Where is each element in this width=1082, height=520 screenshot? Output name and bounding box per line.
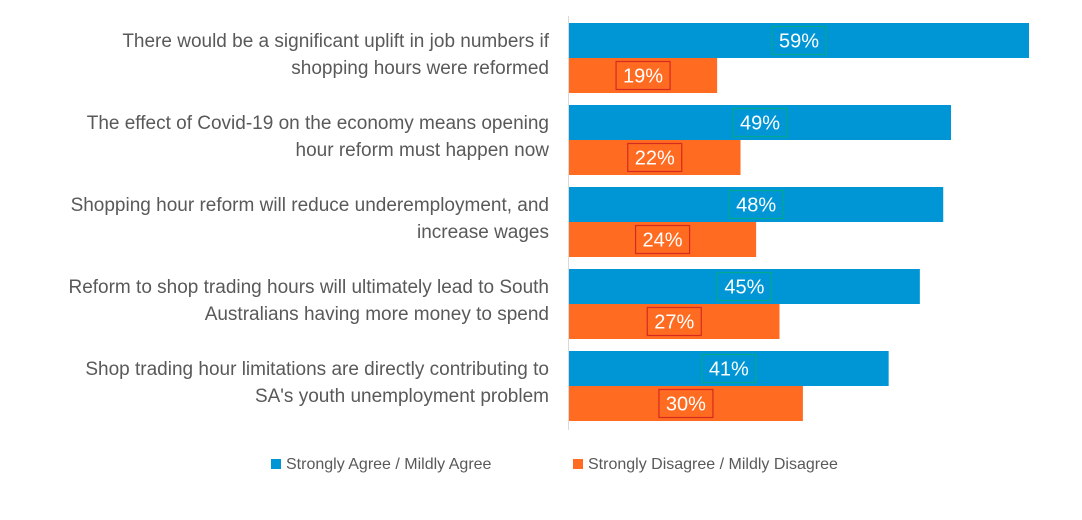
bar-disagree (569, 58, 718, 93)
category-label-line: Australians having more money to spend (205, 304, 549, 325)
category-label-line: Reform to shop trading hours will ultima… (68, 277, 549, 298)
data-label: 30% (666, 394, 706, 416)
category-label-line: SA's youth unemployment problem (255, 386, 549, 407)
category-label: The effect of Covid-19 on the economy me… (87, 113, 550, 161)
legend-label-disagree: Strongly Disagree / Mildly Disagree (588, 456, 838, 473)
data-label-box (615, 60, 671, 91)
bar-agree (569, 23, 1029, 58)
category-label-line: hour reform must happen now (296, 140, 550, 161)
bar-agree (569, 187, 944, 222)
category-label: Shop trading hour limitations are direct… (85, 359, 549, 407)
data-label: 49% (740, 113, 780, 135)
legend-label-agree: Strongly Agree / Mildly Agree (286, 456, 492, 473)
category-label: Shopping hour reform will reduce underem… (71, 195, 549, 243)
bars-layer: 59% 19% 49% 22% 48% 24% 45% 27% 41%30% (569, 23, 1029, 421)
data-label-box (701, 353, 757, 384)
data-label-box (732, 107, 788, 138)
data-label-box (728, 189, 784, 220)
data-label: 22% (635, 148, 675, 170)
category-label: There would be a significant uplift in j… (122, 31, 549, 79)
category-label: Reform to shop trading hours will ultima… (68, 277, 549, 325)
data-label: 45% (724, 277, 764, 299)
legend: Strongly Agree / Mildly Agree Strongly Di… (271, 456, 838, 473)
bar-disagree (569, 140, 741, 175)
category-label-line: Shopping hour reform will reduce underem… (71, 195, 549, 216)
bar-disagree (569, 222, 757, 257)
category-label-line: Shop trading hour limitations are direct… (85, 359, 549, 380)
category-label-line: There would be a significant uplift in j… (122, 31, 549, 52)
data-label-box (716, 271, 773, 302)
category-label-line: The effect of Covid-19 on the economy me… (87, 113, 549, 134)
data-label: 48% (736, 195, 776, 217)
data-label: 41% (709, 359, 749, 381)
data-label: 59% (779, 31, 819, 53)
bar-agree (569, 351, 889, 386)
legend-swatch-disagree (573, 459, 583, 469)
bar-agree (569, 269, 920, 304)
data-label-box (658, 388, 714, 419)
bar-disagree (569, 304, 780, 339)
bar-agree (569, 105, 952, 140)
category-label-line: shopping hours were reformed (291, 58, 549, 79)
category-label-line: increase wages (417, 222, 549, 243)
legend-swatch-agree (271, 459, 281, 469)
data-label: 19% (623, 66, 663, 88)
bar-disagree (569, 386, 803, 421)
data-label-box (771, 25, 827, 56)
data-label: 24% (643, 230, 683, 252)
data-label-box (646, 306, 702, 337)
data-label-box (627, 142, 683, 173)
data-label: 27% (654, 312, 694, 334)
data-label-box (634, 224, 691, 255)
category-labels: There would be a significant uplift in j… (68, 31, 549, 407)
